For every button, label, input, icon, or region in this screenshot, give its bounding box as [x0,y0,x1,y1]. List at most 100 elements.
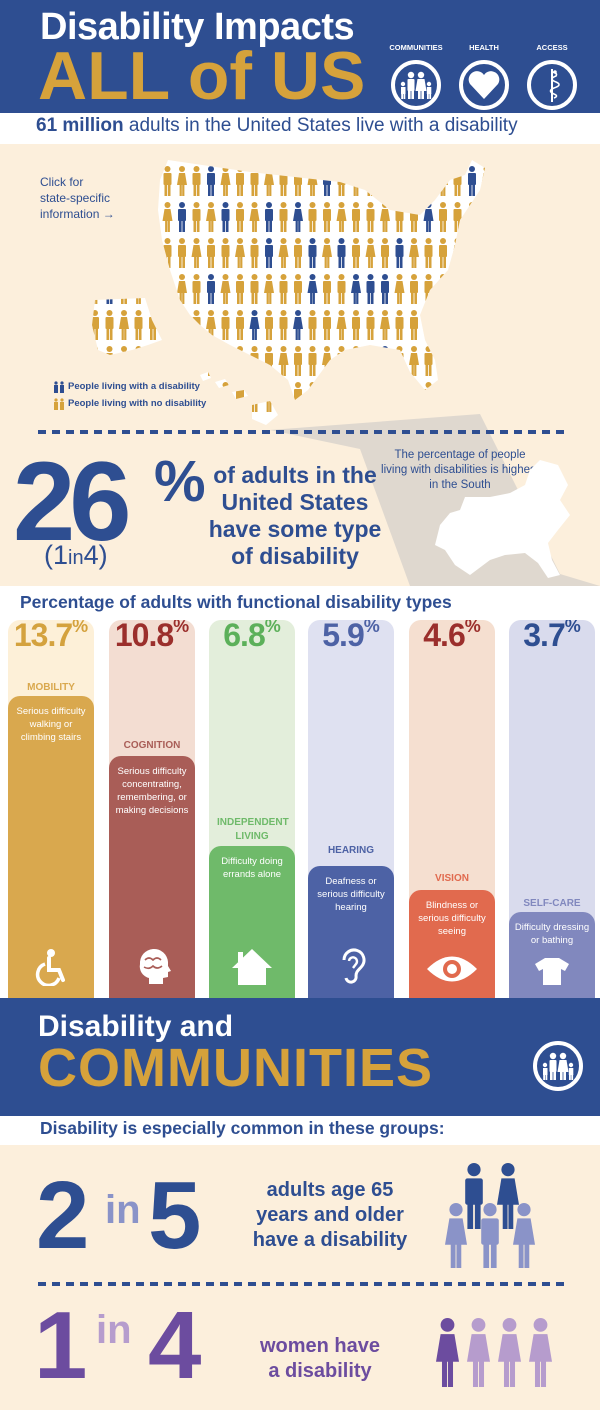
person-icon [148,238,158,268]
person-icon [149,166,157,196]
percent-value: 3.7 [523,620,565,653]
shirt-icon [509,956,595,986]
group-1-in: in [105,1188,141,1232]
percent-value: 5.9 [322,620,364,653]
person-icon [468,150,476,160]
type-percent: 6.8% [209,620,295,654]
person-icon [134,346,143,376]
person-icon [221,346,230,376]
south-region-map [435,460,570,578]
type-bar: Serious difficulty walking or climbing s… [8,696,94,998]
person-icon [105,202,114,232]
type-label: INDEPENDENT LIVING [217,817,289,842]
stat-description: of adults in the United States have some… [208,462,382,569]
person-icon [394,382,405,412]
person-icon [119,202,129,232]
heart-icon [459,60,509,110]
person-icon [178,346,186,376]
person-icon [467,310,477,340]
person-icon [424,166,433,196]
group-1-den: 5 [148,1162,202,1269]
person-icon [452,346,463,376]
person-icon [149,202,157,232]
pillar-label: HEALTH [469,43,499,52]
house-icon [209,946,295,986]
type-bar: Blindness or serious difficulty seeing [409,890,495,998]
person-icon [148,150,158,160]
person-icon [149,274,157,304]
pillar-label: COMMUNITIES [389,43,443,52]
person-icon [323,382,331,412]
text-line: adults age 65 [266,1179,394,1201]
text-line: years and older [256,1204,404,1226]
person-icon [453,150,463,160]
stat-ratio: (1in4) [44,540,108,570]
person-icon [322,150,332,160]
percent-value: 4.6 [423,620,465,653]
person-icon [105,150,115,160]
person-icon [92,346,99,376]
disability-type-column: 13.7% MOBILITY Serious difficulty walking … [8,620,94,998]
us-map[interactable] [90,150,510,440]
person-icon [105,166,114,196]
person-icon [265,150,273,160]
functional-types-title: Percentage of adults with functional dis… [20,592,452,612]
person-icon [163,274,172,304]
person-icon [92,274,100,304]
person-icon [366,150,376,160]
pillar-label: ACCESS [536,43,568,52]
person-icon [104,238,115,268]
person-icon [148,346,158,376]
person-icon [207,382,215,412]
person-icon [468,346,476,376]
percent-value: 13.7 [13,620,73,653]
pillar-health[interactable]: HEALTH [449,43,519,110]
subheadline-bold: 61 million [36,115,124,136]
percent-unit: % [173,620,190,636]
person-icon [453,274,462,304]
type-description: Deafness or serious difficulty hearing [317,876,385,913]
person-icon [410,382,418,412]
woman-icon-highlight [436,1318,459,1387]
type-label: HEARING [327,845,375,856]
person-icon-highlight [465,1163,519,1229]
dashed-divider [38,1282,568,1286]
person-icon [222,150,230,160]
legend-label: People living with a disability [68,381,200,392]
eye-icon [409,952,495,986]
person-icon [481,274,485,304]
person-icon [468,274,476,304]
person-icon [453,310,462,340]
disability-type-column: 5.9% HEARING Deafness or serious difficult… [308,620,394,998]
state-info-link[interactable]: Click for state-specific information → [40,174,115,222]
person-icon [482,238,485,268]
text-line: women have [259,1335,381,1357]
title-line-1: Disability Impacts [40,6,355,48]
stat-unit: % [154,449,206,514]
person-icon [91,150,99,160]
type-label: MOBILITY [27,682,75,693]
dashed-divider [38,430,568,434]
group-2-num: 1 [34,1292,88,1399]
person-icon [365,346,376,376]
pillar-access[interactable]: ACCESS [517,43,587,110]
type-description: Serious difficulty walking or climbing s… [16,706,86,743]
group-2-in: in [96,1308,132,1352]
person-icon [178,310,186,340]
person-icon [92,166,100,196]
older-adults-pictogram [445,1163,535,1268]
legend-item-no-disability: People living with no disability [53,395,206,412]
pillar-communities[interactable]: COMMUNITIES [381,43,451,110]
disability-type-column: 4.6% VISION Blindness or serious difficult… [409,620,495,998]
click-line-1: Click for [40,175,84,189]
legend-label: People living with no disability [68,398,207,409]
person-icon [366,166,375,196]
communities-banner [0,998,600,1116]
person-icon [352,346,360,376]
type-percent: 13.7% [8,620,94,654]
south-note: The percentage of people living with dis… [381,449,539,491]
type-bar: Serious difficulty concentrating, rememb… [109,756,195,998]
type-bar: Difficulty doing errands alone [209,846,295,998]
percent-value: 6.8 [223,620,265,653]
person-icon [482,346,485,376]
